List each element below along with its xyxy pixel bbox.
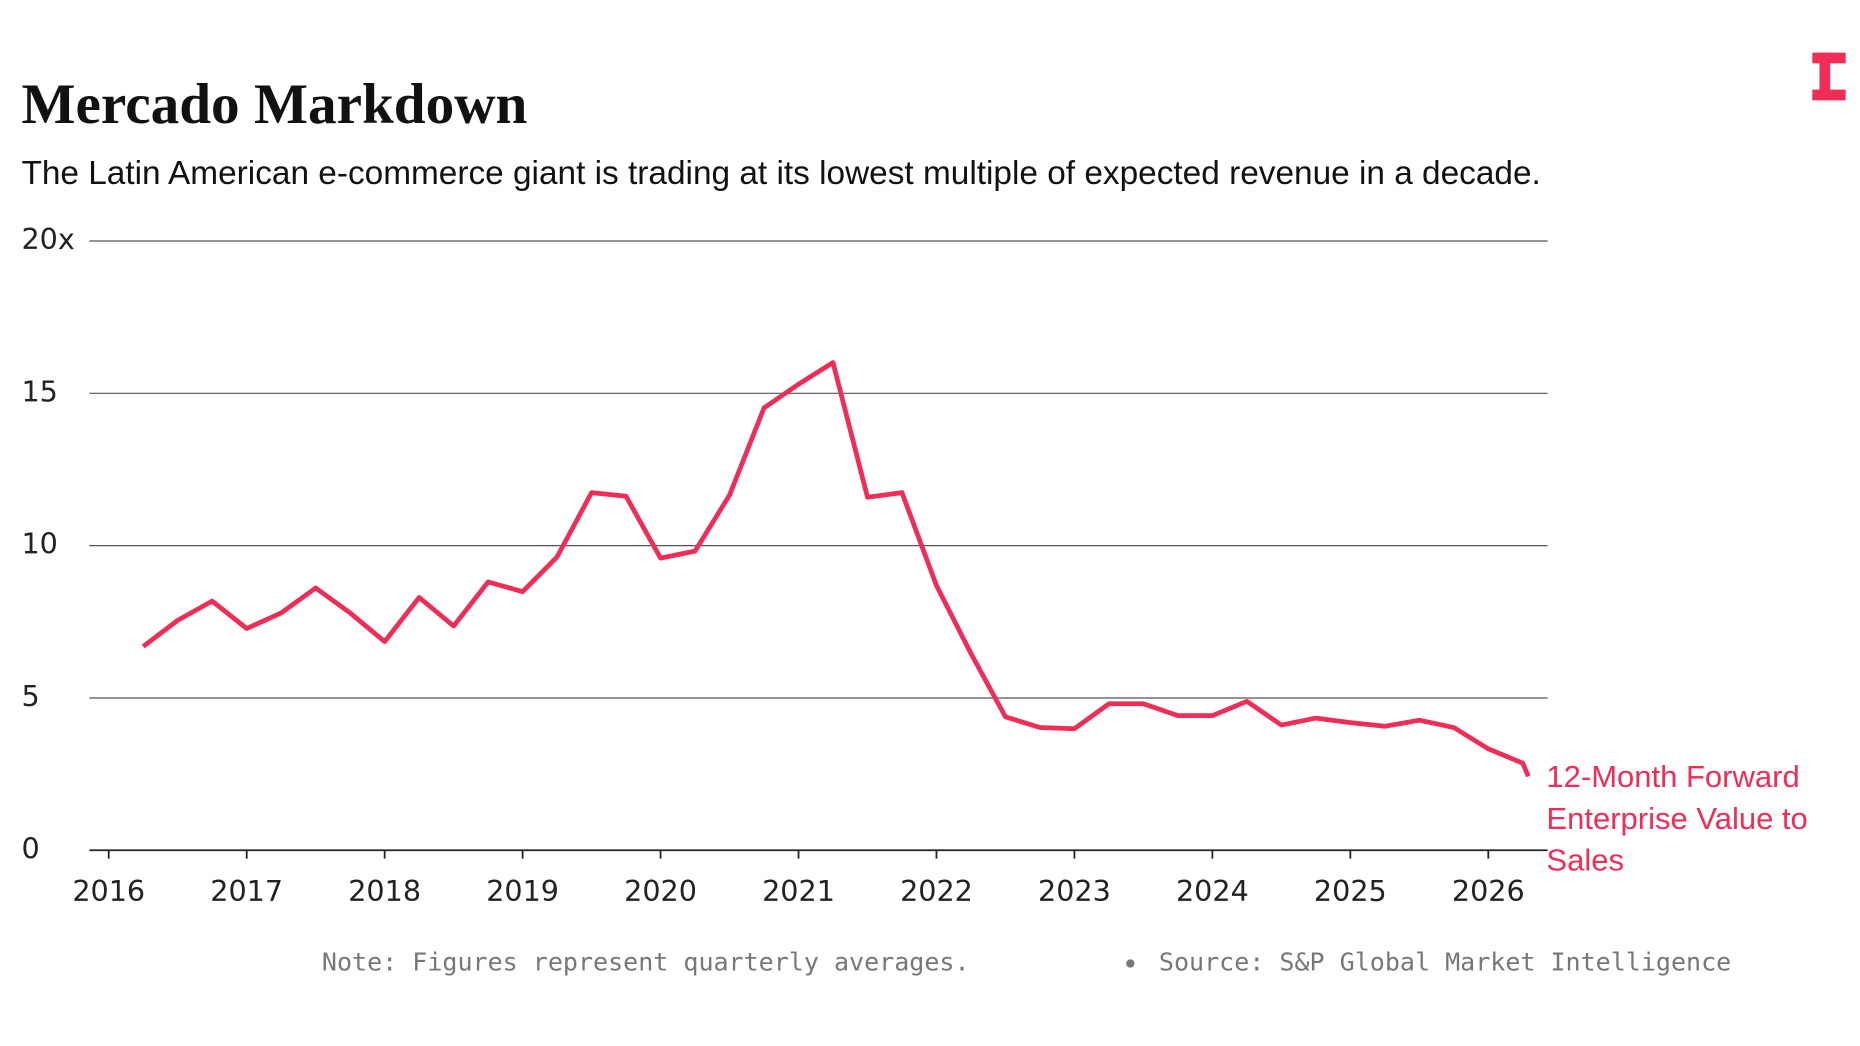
- chart-subtitle: The Latin American e-commerce giant is t…: [21, 155, 1540, 192]
- logo: [1812, 52, 1846, 101]
- separator: [1126, 959, 1135, 968]
- y-tick-label: 5: [21, 679, 39, 713]
- x-tick-label: 2022: [900, 874, 973, 908]
- series-label-box: 12-Month Forward Enterprise Value to Sal…: [1546, 758, 1808, 878]
- y-tick-label: 15: [21, 374, 57, 408]
- chart-title: Mercado Markdown: [21, 73, 527, 136]
- series-label: 12-Month Forward Enterprise Value to Sal…: [1546, 758, 1808, 878]
- x-tick-label: 2017: [210, 874, 283, 908]
- x-tick-label: 2018: [348, 874, 421, 908]
- x-tick-label: 2025: [1314, 874, 1387, 908]
- y-tick-label: 20x: [21, 222, 74, 256]
- note: Note: Figures represent quarterly averag…: [322, 948, 970, 977]
- x-tick-label: 2019: [486, 874, 559, 908]
- y-tick-label: 0: [21, 831, 39, 865]
- x-tick-label: 2023: [1038, 874, 1111, 908]
- y-tick-label: 10: [21, 527, 57, 561]
- x-tick-label: 2026: [1452, 874, 1525, 908]
- source: Source: S&P Global Market Intelligence: [1159, 948, 1731, 977]
- x-tick-label: 2021: [762, 874, 835, 908]
- series-line: [141, 360, 1531, 778]
- x-tick-label: 2020: [624, 874, 697, 908]
- x-tick-label: 2024: [1176, 874, 1249, 908]
- x-tick-label: 2016: [72, 874, 145, 908]
